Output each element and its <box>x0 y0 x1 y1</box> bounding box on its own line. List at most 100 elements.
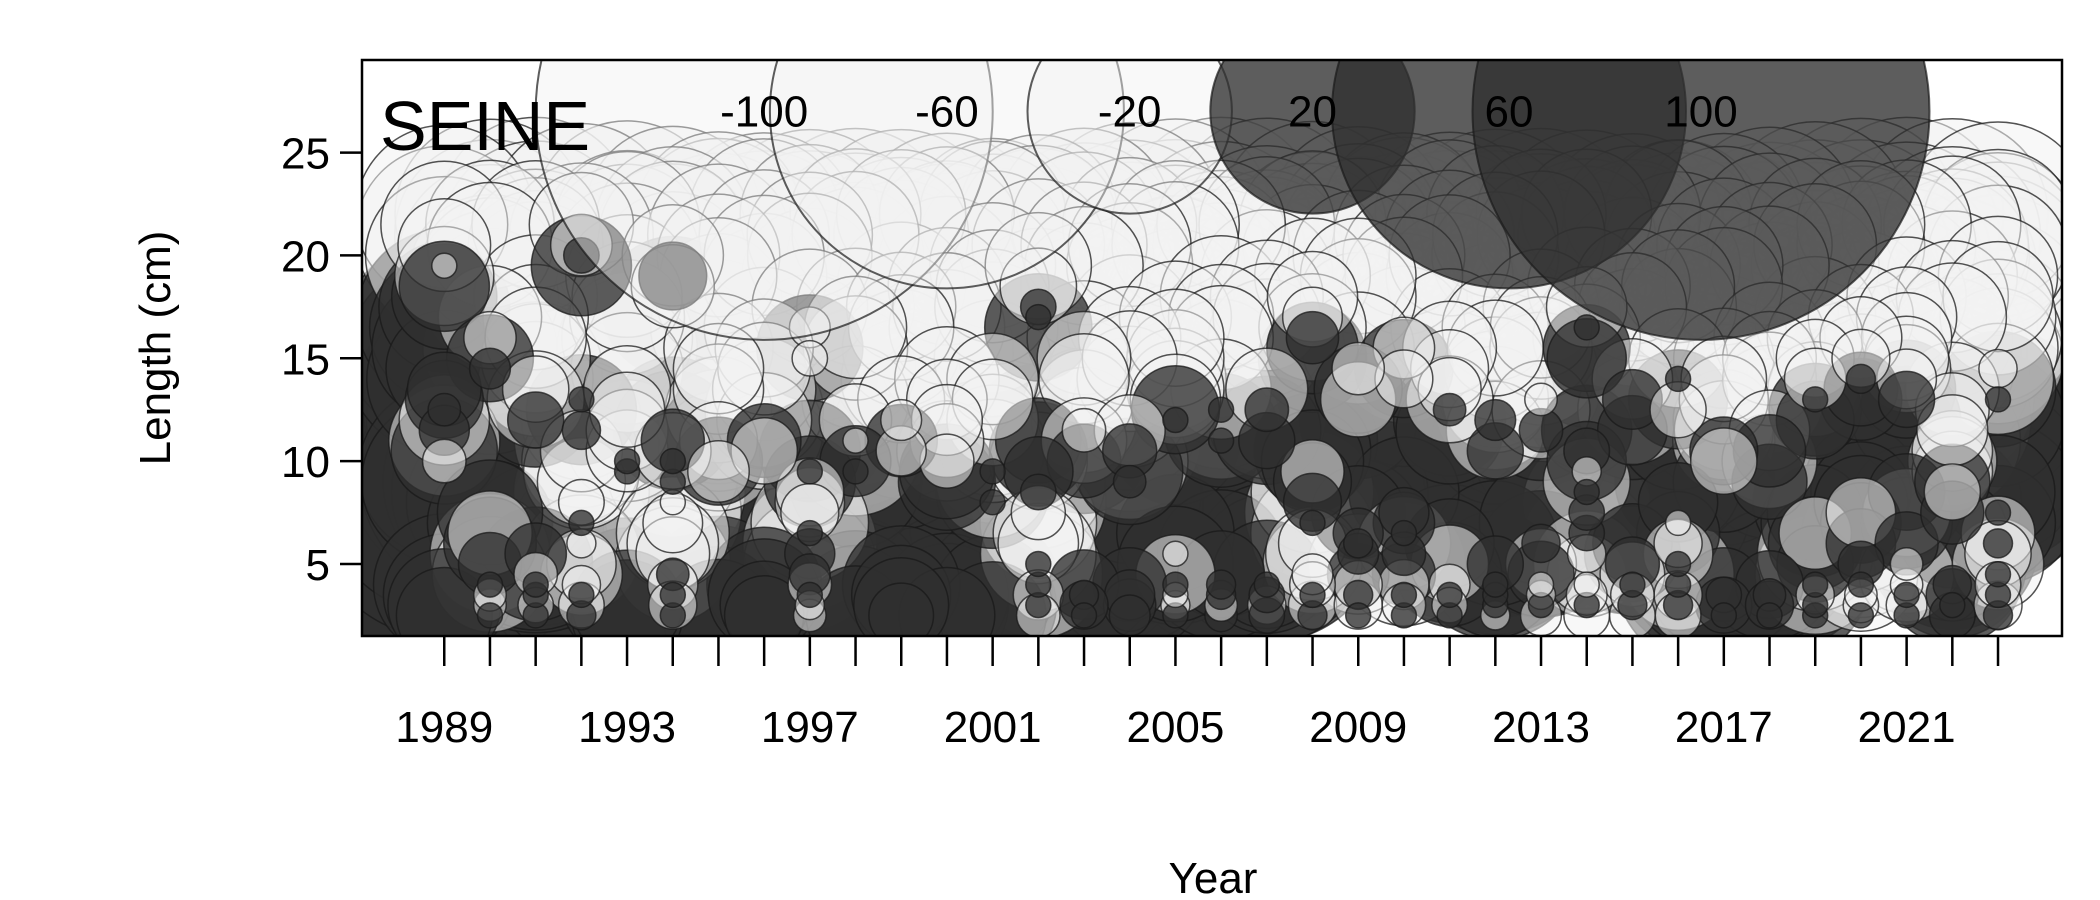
positive-residual-bubble <box>796 581 824 609</box>
legend-label: -20 <box>1098 87 1162 136</box>
positive-residual-bubble <box>398 240 491 333</box>
negative-residual-bubble <box>1527 571 1555 598</box>
positive-residual-bubble <box>1801 571 1829 598</box>
positive-residual-bubble <box>659 581 687 609</box>
positive-residual-bubble <box>568 581 595 609</box>
positive-residual-bubble <box>476 571 504 598</box>
negative-residual-bubble <box>1374 349 1434 409</box>
positive-residual-bubble <box>1112 464 1147 499</box>
negative-residual-bubble <box>1524 382 1558 417</box>
positive-residual-bubble <box>1893 581 1920 609</box>
positive-residual-bubble <box>568 509 595 537</box>
positive-residual-bubble <box>1573 478 1600 506</box>
x-tick-label: 1997 <box>761 703 859 752</box>
positive-residual-bubble <box>1025 550 1052 578</box>
positive-residual-bubble <box>1299 581 1326 609</box>
positive-residual-bubble <box>1939 591 1966 619</box>
positive-residual-bubble <box>613 447 641 475</box>
negative-residual-bubble <box>1162 540 1189 567</box>
positive-residual-bubble <box>1664 550 1692 578</box>
x-tick-label: 2021 <box>1858 703 1956 752</box>
positive-residual-bubble <box>1025 303 1052 331</box>
positive-residual-bubble <box>522 571 549 598</box>
positive-residual-bubble <box>979 489 1006 516</box>
positive-residual-bubble <box>1984 499 2012 526</box>
positive-residual-bubble <box>1756 602 1783 629</box>
legend-bubble <box>768 60 1125 290</box>
y-tick-label: 25 <box>281 130 330 179</box>
positive-residual-bubble <box>979 458 1006 485</box>
y-tick-label: 20 <box>281 232 330 281</box>
positive-residual-bubble <box>468 347 512 390</box>
positive-residual-bubble <box>427 392 462 427</box>
positive-residual-bubble <box>1253 571 1281 598</box>
negative-residual-bubble <box>1889 547 1924 581</box>
positive-residual-bubble <box>1710 602 1738 629</box>
positive-residual-bubble <box>796 458 824 485</box>
x-axis-label: Year <box>1169 854 1258 900</box>
y-tick-label: 5 <box>306 541 330 590</box>
positive-residual-bubble <box>1344 602 1372 629</box>
positive-residual-bubble <box>638 241 708 311</box>
positive-residual-bubble <box>659 447 687 475</box>
legend-label: 100 <box>1664 87 1737 136</box>
positive-residual-bubble <box>1162 571 1189 598</box>
x-axis: 1989 1993 1997 2001 2005 2009 2013 2017 2021 <box>395 636 2000 752</box>
x-tick-label: 2001 <box>944 703 1042 752</box>
positive-residual-bubble <box>868 582 935 636</box>
positive-residual-bubble <box>1845 363 1877 395</box>
positive-residual-bubble <box>796 519 824 547</box>
negative-residual-bubble <box>1689 427 1758 495</box>
positive-residual-bubble <box>561 410 602 451</box>
negative-residual-bubble <box>421 438 467 484</box>
y-axis-label: Length (cm) <box>131 231 180 466</box>
positive-residual-bubble <box>1801 386 1829 413</box>
positive-residual-bubble <box>1436 581 1463 609</box>
legend-label: -60 <box>915 87 979 136</box>
positive-residual-bubble <box>1162 406 1189 434</box>
y-tick-label: 15 <box>281 335 330 384</box>
positive-residual-bubble <box>1019 473 1057 511</box>
negative-residual-bubble <box>791 339 829 377</box>
x-tick-label: 1989 <box>395 703 493 752</box>
positive-residual-bubble <box>1299 509 1326 537</box>
x-tick-label: 2005 <box>1126 703 1224 752</box>
negative-residual-bubble <box>880 398 923 442</box>
positive-residual-bubble <box>476 602 504 629</box>
negative-residual-bubble <box>1923 463 1982 521</box>
legend-bubble <box>534 60 994 341</box>
y-tick-label: 10 <box>281 438 330 487</box>
plot-frame <box>360 58 2064 638</box>
bubble-layer <box>362 116 2062 636</box>
positive-residual-bubble <box>1207 396 1235 423</box>
negative-residual-bubble <box>1061 407 1107 453</box>
x-tick-label: 2013 <box>1492 703 1590 752</box>
x-tick-label: 1993 <box>578 703 676 752</box>
positive-residual-bubble <box>506 391 565 449</box>
positive-residual-bubble <box>1619 571 1646 598</box>
positive-residual-bubble <box>1432 392 1467 427</box>
legend-label: 60 <box>1485 87 1534 136</box>
positive-residual-bubble <box>1482 571 1509 598</box>
positive-residual-bubble <box>1664 365 1692 393</box>
legend-labels: -100 -60 -20 20 60 100 <box>720 87 1738 136</box>
positive-residual-bubble <box>1205 569 1237 600</box>
positive-residual-bubble <box>1474 398 1517 442</box>
positive-residual-bubble <box>1984 386 2012 413</box>
y-axis: 5 10 15 20 25 <box>281 130 362 590</box>
positive-residual-bubble <box>1285 310 1340 365</box>
positive-residual-bubble <box>1847 602 1875 629</box>
positive-residual-bubble <box>562 236 600 274</box>
negative-residual-bubble <box>1573 571 1600 598</box>
x-tick-label: 2017 <box>1675 703 1773 752</box>
positive-residual-bubble <box>568 386 595 413</box>
negative-residual-bubble <box>431 252 458 279</box>
negative-residual-bubble <box>919 433 975 489</box>
positive-residual-bubble <box>1982 528 2014 559</box>
positive-residual-bubble <box>842 458 869 485</box>
legend-label: -100 <box>720 87 808 136</box>
positive-residual-bubble <box>1070 602 1098 629</box>
positive-residual-bubble <box>1390 581 1418 609</box>
positive-residual-bubble <box>1108 594 1151 636</box>
